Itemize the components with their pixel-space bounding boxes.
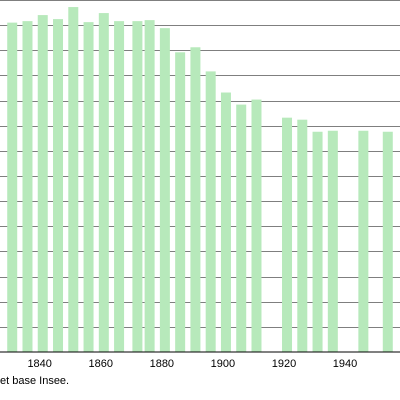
bar-1954 xyxy=(382,131,393,352)
bar-1886 xyxy=(175,52,186,352)
bar-1841 xyxy=(37,15,48,352)
bar-1921 xyxy=(282,117,293,352)
bars xyxy=(7,7,393,353)
bar-1866 xyxy=(114,21,125,353)
bar-1836 xyxy=(22,21,33,353)
bar-1911 xyxy=(251,99,262,353)
bar-1906 xyxy=(236,104,247,352)
x-tick-label: 1860 xyxy=(89,358,113,370)
bar-1872 xyxy=(132,21,143,353)
bar-1846 xyxy=(53,19,64,352)
bar-1926 xyxy=(297,119,308,353)
bar-1876 xyxy=(144,20,155,352)
x-tick-label: 1900 xyxy=(211,358,235,370)
bar-1851 xyxy=(68,7,79,352)
bar-1896 xyxy=(205,71,216,353)
bar-1931 xyxy=(312,131,323,352)
x-tick-label: 1840 xyxy=(27,358,51,370)
bar-1891 xyxy=(190,47,201,353)
x-tick-label: 1920 xyxy=(272,358,296,370)
bar-1901 xyxy=(220,92,231,353)
bar-1881 xyxy=(159,28,170,352)
x-tick-label: 1940 xyxy=(333,358,357,370)
x-tick-label: 1880 xyxy=(150,358,174,370)
bar-1946 xyxy=(358,130,369,352)
bar-1861 xyxy=(98,13,109,353)
bar-1856 xyxy=(83,22,94,353)
x-tick-labels: 1840 1860 1880 1900 1920 1940 xyxy=(27,358,357,370)
bar-1936 xyxy=(327,130,338,352)
source-note: et base Insee. xyxy=(0,375,70,387)
bar-1831 xyxy=(7,22,18,352)
